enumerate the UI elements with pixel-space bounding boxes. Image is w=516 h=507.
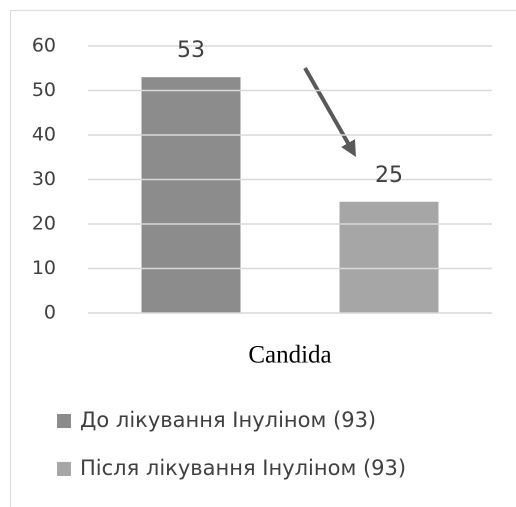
y-tick-label: 10 [32, 257, 56, 279]
x-tick-label: Candida [248, 342, 331, 369]
legend-label: Після лікування Інуліном (93) [80, 456, 406, 480]
data-label: 25 [375, 163, 403, 188]
y-tick-label: 0 [44, 302, 56, 324]
legend-swatch [57, 462, 71, 476]
y-tick-label: 50 [32, 79, 56, 101]
chart-frame [10, 10, 516, 507]
legend-swatch [57, 414, 71, 428]
y-tick-label: 40 [32, 124, 56, 146]
bar [141, 77, 241, 314]
legend-label: До лікування Інуліном (93) [80, 408, 376, 432]
y-tick-label: 20 [32, 213, 56, 235]
y-tick-label: 60 [32, 35, 56, 57]
arrow [303, 67, 356, 157]
bar [339, 201, 439, 313]
data-label: 53 [177, 38, 205, 63]
y-tick-label: 30 [32, 168, 56, 190]
